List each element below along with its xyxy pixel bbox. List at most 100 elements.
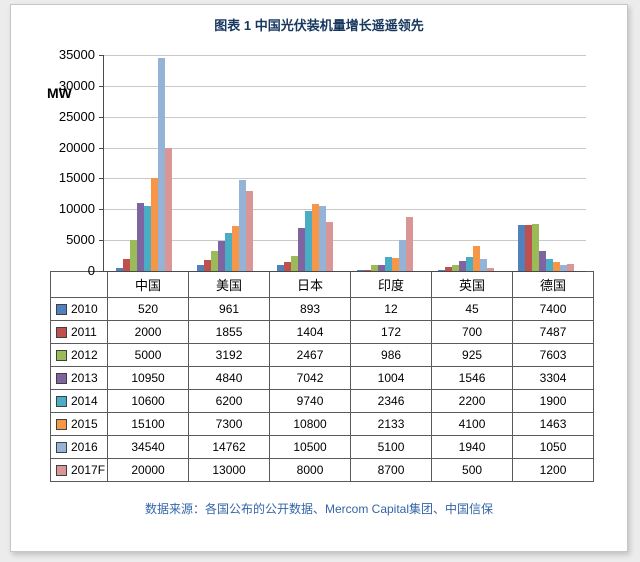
bar-2012-日本 [291, 256, 298, 271]
source-note: 数据来源：各国公布的公开数据、Mercom Capital集团、中国信保 [144, 502, 494, 516]
table-value-cell: 15100 [107, 412, 190, 436]
table-value-cell: 20000 [107, 458, 190, 482]
bar-2011-日本 [284, 262, 291, 271]
table-value-cell: 1855 [188, 320, 271, 344]
bar-2017F-印度 [406, 217, 413, 271]
table-row: 2015 15100 7300 10800 2133 4100 1463 [49, 412, 595, 436]
bar-2010-印度 [357, 270, 364, 271]
bar-2014-印度 [385, 257, 392, 271]
y-tick-mark [99, 209, 103, 210]
bar-2017F-中国 [165, 148, 172, 271]
bar-2014-日本 [305, 211, 312, 271]
table-header-cell: 印度 [350, 271, 433, 298]
y-tick-mark [99, 178, 103, 179]
bar-2010-德国 [518, 225, 525, 271]
table-value-cell: 1050 [512, 435, 595, 459]
y-axis-title: MW [47, 85, 72, 101]
chart-card: 图表 1 中国光伏装机量增长遥遥领先 MW 0 5000 10000 15000 200… [10, 4, 628, 552]
bar-2014-中国 [144, 206, 151, 271]
gridline [104, 55, 586, 56]
table-value-cell: 2346 [350, 389, 433, 413]
bar-2013-印度 [378, 265, 385, 271]
bar-2016-德国 [560, 265, 567, 271]
bar-2015-美国 [232, 226, 239, 271]
gridline [104, 86, 586, 87]
table-value-cell: 2200 [431, 389, 514, 413]
bar-2013-德国 [539, 251, 546, 271]
gridline [104, 178, 586, 179]
bar-2010-日本 [277, 265, 284, 271]
y-tick-mark [99, 55, 103, 56]
legend-swatch [56, 303, 67, 315]
table-header-cell: 日本 [269, 271, 352, 298]
bar-2013-英国 [459, 261, 466, 271]
bar-2015-中国 [151, 178, 158, 271]
legend-year-cell: 2011 [49, 320, 109, 344]
y-tick-label: 25000 [58, 109, 95, 124]
bar-2010-美国 [197, 265, 204, 271]
legend-year-label: 2017F [71, 463, 106, 477]
y-tick-mark [99, 117, 103, 118]
table-value-cell: 34540 [107, 435, 190, 459]
bar-2011-美国 [204, 260, 211, 271]
bar-2013-中国 [137, 203, 144, 271]
gridline [104, 117, 586, 118]
bar-2011-德国 [525, 225, 532, 271]
table-value-cell: 10950 [107, 366, 190, 390]
table-value-cell: 7400 [512, 297, 595, 321]
bar-2012-德国 [532, 224, 539, 271]
bar-2017F-英国 [487, 268, 494, 271]
legend-year-cell: 2015 [49, 412, 109, 436]
table-value-cell: 7487 [512, 320, 595, 344]
table-value-cell: 8700 [350, 458, 433, 482]
legend-year-label: 2016 [71, 440, 98, 454]
bar-2017F-美国 [246, 191, 253, 271]
table-value-cell: 893 [269, 297, 352, 321]
bar-2015-印度 [392, 258, 399, 271]
table-value-cell: 1900 [512, 389, 595, 413]
table-value-cell: 1200 [512, 458, 595, 482]
bar-2017F-德国 [567, 264, 574, 271]
bar-2013-美国 [218, 241, 225, 271]
bar-2014-德国 [546, 259, 553, 271]
table-value-cell: 925 [431, 343, 514, 367]
table-value-cell: 5100 [350, 435, 433, 459]
bar-2014-英国 [466, 257, 473, 271]
table-value-cell: 4840 [188, 366, 271, 390]
legend-swatch [56, 349, 67, 361]
table-value-cell: 3304 [512, 366, 595, 390]
legend-year-label: 2012 [71, 348, 98, 362]
gridline [104, 209, 586, 210]
table-value-cell: 1940 [431, 435, 514, 459]
y-tick-label: 10000 [58, 201, 95, 216]
bar-2016-印度 [399, 240, 406, 271]
y-tick-label: 5000 [66, 232, 95, 247]
bar-2010-中国 [116, 268, 123, 271]
table-value-cell: 2000 [107, 320, 190, 344]
table-value-cell: 10500 [269, 435, 352, 459]
table-value-cell: 2133 [350, 412, 433, 436]
data-table: 中国 美国 日本 印度 英国 德国 2010 520 961 893 12 45 7400 2011 200… [49, 271, 595, 482]
y-tick-label: 35000 [58, 47, 95, 62]
table-header-cell: 英国 [431, 271, 514, 298]
bar-2011-印度 [364, 270, 371, 271]
y-tick-mark [99, 148, 103, 149]
table-header-cell: 美国 [188, 271, 271, 298]
gridline [104, 240, 586, 241]
bar-2011-中国 [123, 259, 130, 271]
y-tick-label: 15000 [58, 170, 95, 185]
table-value-cell: 1463 [512, 412, 595, 436]
legend-year-label: 2013 [71, 371, 98, 385]
table-value-cell: 1546 [431, 366, 514, 390]
table-row: 2011 2000 1855 1404 172 700 7487 [49, 320, 595, 344]
table-value-cell: 14762 [188, 435, 271, 459]
table-value-cell: 700 [431, 320, 514, 344]
legend-year-cell: 2013 [49, 366, 109, 390]
bar-2012-美国 [211, 251, 218, 271]
legend-year-cell: 2014 [49, 389, 109, 413]
legend-year-cell: 2010 [49, 297, 109, 321]
table-value-cell: 7042 [269, 366, 352, 390]
bar-2012-英国 [452, 265, 459, 271]
table-value-cell: 45 [431, 297, 514, 321]
bar-2010-英国 [438, 270, 445, 271]
